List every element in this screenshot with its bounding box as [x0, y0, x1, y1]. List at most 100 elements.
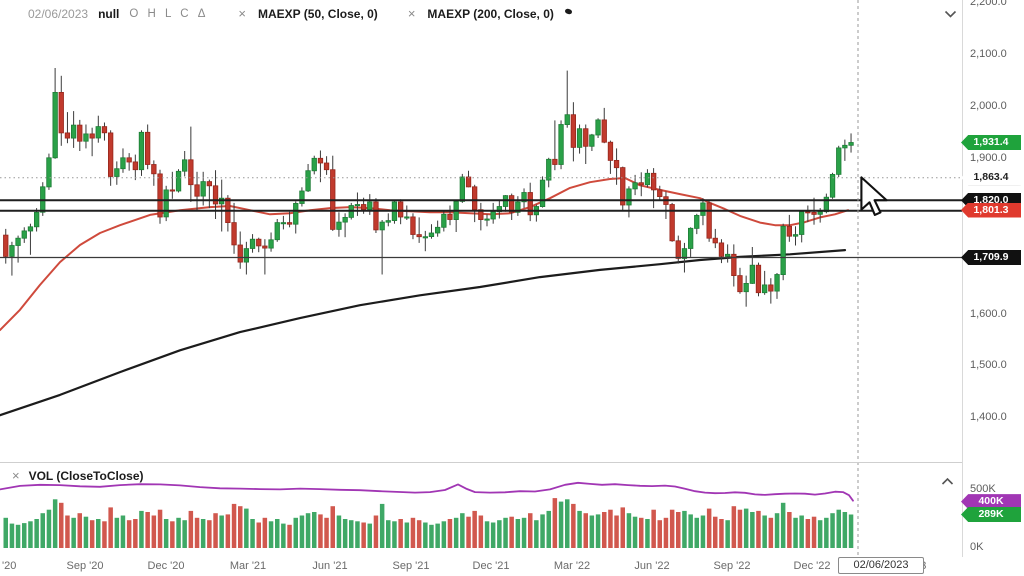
volume-bar: [163, 519, 169, 548]
volume-bar: [361, 522, 366, 548]
volume-bar: [540, 514, 545, 548]
volume-bar: [848, 514, 854, 548]
candle: [243, 248, 250, 263]
chart-legend: 02/06/2023 null O H L C Δ × MAEXP (50, C…: [28, 6, 554, 21]
volume-bar: [65, 515, 70, 548]
volume-bar: [534, 520, 539, 548]
volume-bar: [651, 509, 656, 548]
candle: [780, 225, 786, 276]
volume-bar: [565, 499, 570, 548]
candle: [792, 234, 799, 237]
volume-bar: [15, 524, 21, 548]
volume-bar: [762, 515, 767, 548]
candle: [620, 167, 626, 206]
candle: [46, 157, 52, 188]
volume-bar: [706, 508, 712, 548]
ma200-line: [0, 249, 847, 417]
price-axis-label: 2,100.0: [970, 48, 1007, 60]
volume-bar: [83, 516, 89, 548]
candle: [428, 232, 435, 237]
volume-bar: [404, 522, 410, 548]
volume-bar: [373, 515, 379, 548]
candle: [138, 131, 145, 171]
volume-bar: [528, 513, 533, 548]
volume-bar: [490, 522, 496, 548]
volume-bar: [830, 513, 835, 548]
candle: [552, 158, 558, 165]
volume-bar: [571, 503, 576, 548]
indicator-label-ma50[interactable]: MAEXP (50, Close, 0): [257, 6, 378, 21]
candle: [71, 124, 77, 139]
volume-bar: [231, 503, 237, 548]
candle: [422, 236, 429, 239]
price-axis-label: 1,500.0: [970, 359, 1007, 372]
volume-bar: [719, 519, 724, 548]
price-axis-label: 1,900.0: [970, 151, 1007, 164]
volume-bar: [120, 515, 126, 548]
candle: [749, 264, 755, 284]
pane-separator[interactable]: [0, 462, 1024, 463]
candle: [83, 133, 89, 142]
volume-bar: [423, 522, 428, 548]
candle: [200, 181, 206, 197]
volume-bar: [139, 510, 144, 548]
volume-bar: [207, 520, 212, 548]
candle: [188, 159, 194, 186]
candle: [181, 159, 188, 172]
volume-bar: [379, 503, 385, 548]
volume-bar: [96, 519, 101, 548]
candle: [576, 128, 583, 148]
volume-indicator-label[interactable]: VOL (CloseToClose): [28, 468, 144, 483]
volume-bar: [577, 510, 582, 548]
candle: [681, 248, 688, 259]
price-axis[interactable]: 2,200.0 2,100.0 2,000.0 1,900.0 1,600.0 1,500…: [961, 0, 1024, 576]
candle: [77, 124, 83, 142]
volume-bar: [688, 514, 693, 548]
candle: [231, 222, 237, 246]
volume-bar: [836, 509, 841, 548]
chevron-up-icon[interactable]: [941, 477, 954, 486]
volume-bar: [102, 521, 107, 548]
candle: [262, 245, 268, 249]
candle: [157, 173, 163, 218]
volume-bar: [238, 506, 243, 548]
volume-bar: [77, 513, 82, 548]
volume-bar: [663, 517, 669, 548]
candle: [108, 132, 114, 177]
indicator-label-ma200[interactable]: MAEXP (200, Close, 0): [427, 6, 554, 21]
candle: [212, 185, 219, 205]
candle: [564, 114, 570, 125]
volume-bar: [219, 515, 224, 548]
price-axis-label: 1,400.0: [970, 411, 1007, 424]
candle: [546, 158, 552, 181]
volume-bar: [213, 513, 218, 548]
chevron-down-icon[interactable]: [944, 10, 957, 19]
price-chart: [0, 0, 962, 462]
volume-bar: [268, 521, 274, 548]
volume-bar: [318, 514, 323, 548]
remove-ma200-icon[interactable]: ×: [407, 6, 416, 21]
volume-bar: [552, 498, 558, 548]
candle: [737, 275, 743, 293]
candle: [169, 189, 176, 192]
candle: [465, 176, 472, 188]
candle: [694, 214, 700, 229]
time-axis[interactable]: 02/06/2023 '20 Sep '20 Dec '20 Mar '21 Jun '…: [0, 557, 1024, 576]
time-axis-label: Mar '22: [553, 560, 591, 572]
candle: [194, 184, 200, 197]
candle: [601, 119, 607, 143]
remove-volume-icon[interactable]: ×: [12, 468, 20, 483]
candle: [360, 204, 367, 211]
remove-ma50-icon[interactable]: ×: [238, 6, 246, 21]
candle: [712, 237, 718, 244]
candle: [89, 133, 95, 139]
volume-bar: [52, 499, 58, 548]
candle: [762, 284, 768, 294]
volume-bar: [133, 519, 138, 548]
mouse-cursor: [860, 176, 888, 216]
candle: [249, 238, 256, 249]
volume-legend: × VOL (CloseToClose): [10, 468, 144, 483]
volume-bar: [342, 519, 348, 548]
ohlc-readout-labels: O H L C Δ: [129, 7, 209, 20]
volume-bar: [725, 520, 730, 548]
